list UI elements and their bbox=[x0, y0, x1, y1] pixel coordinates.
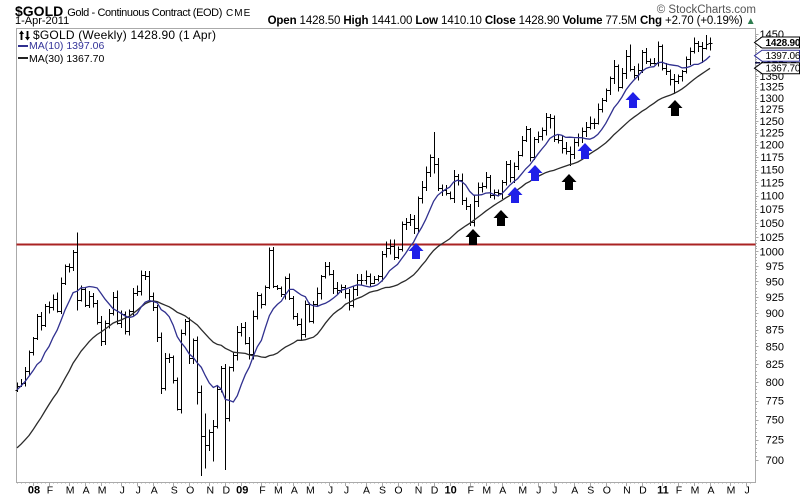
svg-text:O: O bbox=[603, 485, 611, 497]
svg-text:1250: 1250 bbox=[760, 116, 784, 128]
svg-text:1150: 1150 bbox=[760, 165, 784, 177]
svg-text:N: N bbox=[415, 485, 423, 497]
svg-text:M: M bbox=[306, 485, 315, 497]
svg-text:925: 925 bbox=[766, 292, 784, 304]
svg-text:975: 975 bbox=[766, 261, 784, 273]
svg-text:1300: 1300 bbox=[760, 93, 784, 105]
svg-text:N: N bbox=[207, 485, 215, 497]
svg-text:11: 11 bbox=[657, 485, 669, 497]
svg-text:1100: 1100 bbox=[760, 191, 784, 203]
svg-text:775: 775 bbox=[766, 396, 784, 408]
svg-text:J: J bbox=[536, 485, 541, 497]
svg-text:D: D bbox=[639, 485, 647, 497]
svg-text:850: 850 bbox=[766, 342, 784, 354]
svg-text:1428.90: 1428.90 bbox=[766, 38, 800, 49]
svg-text:J: J bbox=[552, 485, 557, 497]
svg-text:M: M bbox=[518, 485, 527, 497]
svg-text:A: A bbox=[499, 485, 506, 497]
svg-text:D: D bbox=[223, 485, 231, 497]
svg-text:1275: 1275 bbox=[760, 104, 784, 116]
svg-text:800: 800 bbox=[766, 377, 784, 389]
svg-text:1325: 1325 bbox=[760, 82, 784, 94]
svg-text:1125: 1125 bbox=[760, 178, 784, 190]
svg-text:1397.06: 1397.06 bbox=[766, 51, 800, 62]
svg-text:08: 08 bbox=[28, 485, 40, 497]
svg-text:875: 875 bbox=[766, 325, 784, 337]
svg-text:10: 10 bbox=[444, 485, 456, 497]
svg-text:A: A bbox=[291, 485, 298, 497]
svg-text:1075: 1075 bbox=[760, 204, 784, 216]
svg-text:1175: 1175 bbox=[760, 152, 784, 164]
svg-text:1025: 1025 bbox=[760, 232, 784, 244]
svg-text:J: J bbox=[744, 485, 749, 497]
svg-text:M: M bbox=[66, 485, 75, 497]
svg-text:F: F bbox=[676, 485, 682, 497]
svg-text:700: 700 bbox=[766, 455, 784, 467]
svg-text:A: A bbox=[571, 485, 578, 497]
svg-text:M: M bbox=[482, 485, 491, 497]
svg-text:O: O bbox=[186, 485, 194, 497]
svg-text:825: 825 bbox=[766, 359, 784, 371]
svg-text:A: A bbox=[151, 485, 158, 497]
svg-text:950: 950 bbox=[766, 276, 784, 288]
svg-text:J: J bbox=[328, 485, 333, 497]
svg-text:S: S bbox=[587, 485, 594, 497]
svg-text:750: 750 bbox=[766, 415, 784, 427]
svg-text:F: F bbox=[259, 485, 265, 497]
svg-text:A: A bbox=[707, 485, 714, 497]
svg-text:A: A bbox=[83, 485, 90, 497]
svg-text:M: M bbox=[274, 485, 283, 497]
svg-text:M: M bbox=[691, 485, 700, 497]
svg-text:A: A bbox=[363, 485, 370, 497]
svg-text:1367.70: 1367.70 bbox=[766, 64, 800, 75]
svg-text:J: J bbox=[344, 485, 349, 497]
svg-text:D: D bbox=[431, 485, 439, 497]
svg-text:S: S bbox=[171, 485, 178, 497]
svg-text:1200: 1200 bbox=[760, 140, 784, 152]
svg-text:N: N bbox=[623, 485, 631, 497]
svg-text:S: S bbox=[379, 485, 386, 497]
svg-text:1225: 1225 bbox=[760, 128, 784, 140]
svg-text:F: F bbox=[47, 485, 53, 497]
svg-text:O: O bbox=[394, 485, 402, 497]
svg-text:09: 09 bbox=[236, 485, 248, 497]
svg-text:M: M bbox=[98, 485, 107, 497]
svg-text:J: J bbox=[136, 485, 141, 497]
svg-text:J: J bbox=[120, 485, 125, 497]
svg-text:900: 900 bbox=[766, 308, 784, 320]
svg-text:725: 725 bbox=[766, 435, 784, 447]
svg-text:1050: 1050 bbox=[760, 218, 784, 230]
svg-text:F: F bbox=[467, 485, 473, 497]
svg-text:1000: 1000 bbox=[760, 246, 784, 258]
svg-text:M: M bbox=[727, 485, 736, 497]
